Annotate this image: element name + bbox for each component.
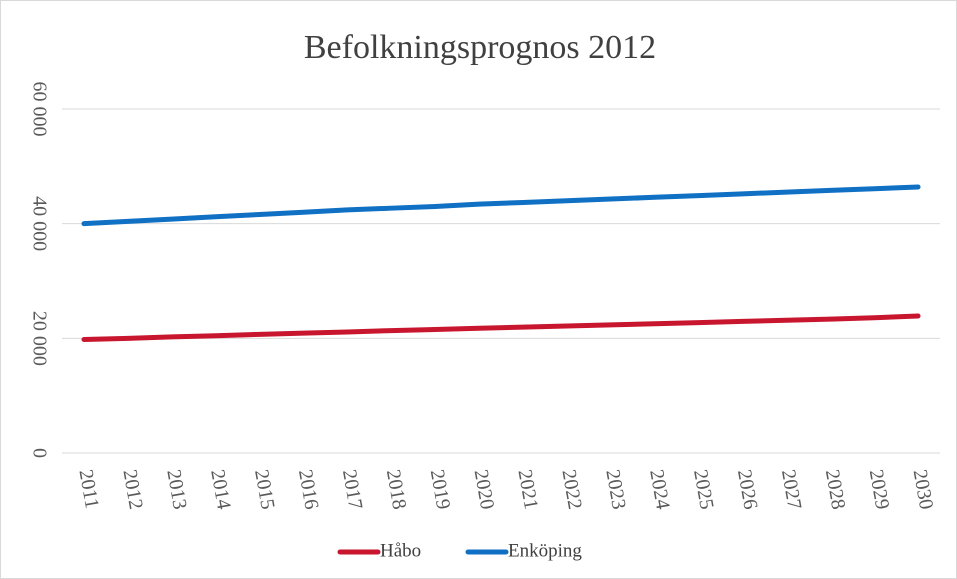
y-tick-label: 40 000 — [28, 196, 50, 251]
y-tick-label: 20 000 — [28, 311, 50, 366]
chart-title: Befolkningsprognos 2012 — [304, 29, 656, 66]
y-tick-label: 60 000 — [28, 82, 50, 137]
series-line — [81, 184, 921, 227]
legend-label: Håbo — [380, 540, 421, 561]
series-line — [81, 313, 921, 342]
y-tick-label: 0 — [28, 448, 50, 458]
legend-label: Enköping — [508, 540, 582, 561]
